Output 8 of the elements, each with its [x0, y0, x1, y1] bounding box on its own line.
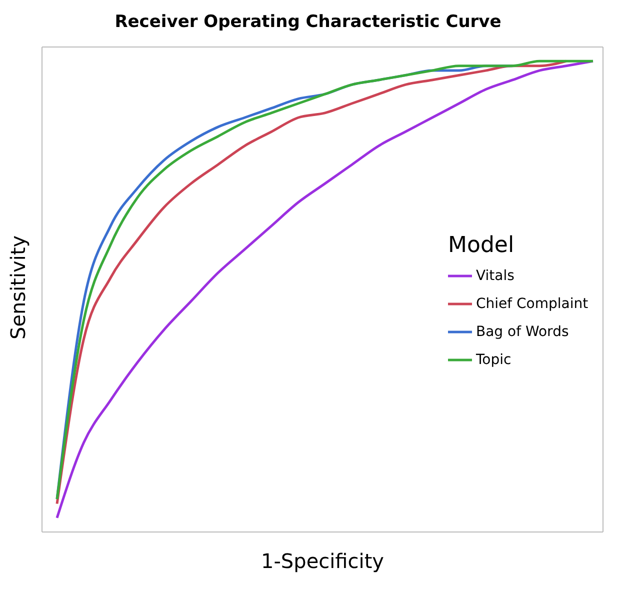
y-axis-title: Sensitivity [6, 235, 30, 340]
legend-title: Model [448, 233, 516, 258]
legend-label: Chief Complaint [476, 296, 588, 312]
x-axis-title: 1-Specificity [260, 549, 384, 573]
legend-label: Topic [476, 352, 512, 368]
legend-label: Vitals [476, 268, 514, 284]
legend-label: Bag of Words [476, 324, 569, 340]
chart-title: Receiver Operating Characteristic Curve [114, 11, 502, 34]
